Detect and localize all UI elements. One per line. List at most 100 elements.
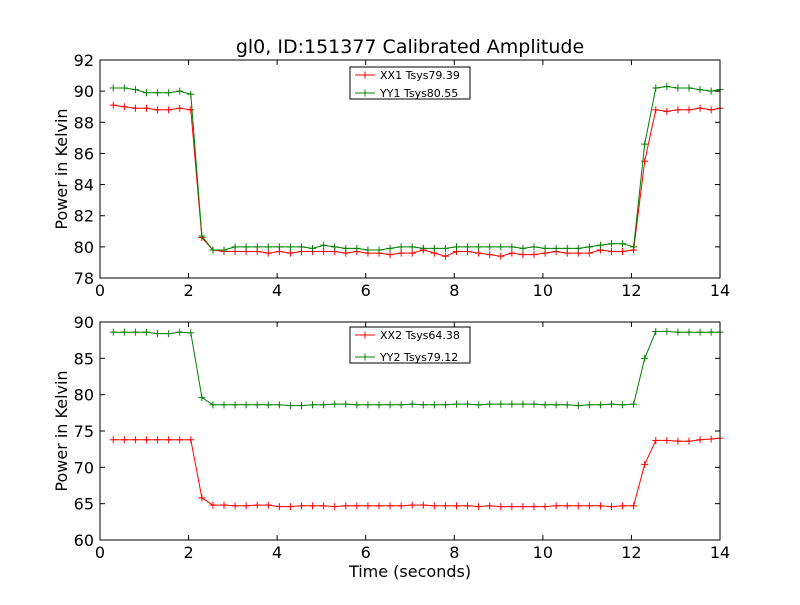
data-point — [309, 401, 317, 409]
data-point — [298, 243, 305, 251]
y-tick-label: 90 — [74, 313, 94, 332]
data-point — [220, 501, 228, 509]
data-point — [198, 394, 206, 402]
data-point — [353, 401, 361, 409]
data-point — [286, 249, 294, 257]
x-tick-label: 0 — [95, 281, 105, 300]
y-axis-label: Power in Kelvin — [52, 108, 71, 229]
data-point — [519, 251, 527, 259]
data-point — [353, 244, 361, 252]
data-point — [519, 400, 527, 408]
data-point — [663, 436, 671, 444]
legend-marker — [361, 331, 369, 339]
data-point — [397, 243, 405, 251]
y-tick-label: 90 — [74, 82, 94, 101]
data-point — [176, 87, 184, 95]
data-point — [397, 401, 405, 409]
data-point — [530, 503, 538, 511]
data-point — [563, 401, 571, 409]
x-tick-label: 10 — [533, 281, 553, 300]
data-point — [331, 243, 339, 251]
x-tick-label: 12 — [621, 281, 641, 300]
data-point — [552, 401, 560, 409]
data-point — [441, 502, 449, 510]
data-point — [619, 240, 627, 248]
series-line — [113, 104, 721, 257]
data-point — [176, 328, 184, 336]
data-point — [198, 232, 206, 240]
x-tick-label: 4 — [272, 281, 282, 300]
y-tick-label: 80 — [74, 238, 94, 257]
data-point — [242, 243, 250, 251]
y-tick-label: 70 — [74, 458, 94, 477]
data-point — [652, 106, 660, 114]
data-point — [696, 86, 704, 94]
series-xx — [109, 434, 724, 511]
data-point — [198, 494, 206, 502]
data-point — [486, 502, 494, 510]
data-point — [508, 400, 516, 408]
axes-frame — [99, 59, 721, 279]
series-line — [113, 437, 721, 508]
data-point — [574, 402, 582, 410]
data-point — [453, 400, 460, 408]
data-point — [298, 402, 305, 410]
y-tick-label: 78 — [74, 269, 94, 288]
data-point — [486, 243, 494, 251]
data-point — [375, 246, 383, 254]
data-point — [475, 243, 483, 251]
data-point — [464, 502, 472, 510]
data-point — [120, 103, 128, 111]
data-point — [131, 328, 139, 336]
data-point — [641, 460, 649, 468]
data-point — [386, 502, 394, 510]
data-point — [408, 243, 416, 251]
data-point — [154, 330, 162, 338]
data-point — [353, 502, 361, 510]
data-point — [475, 249, 483, 257]
y-tick-label: 65 — [74, 495, 94, 514]
data-point — [630, 400, 638, 408]
data-point — [552, 502, 560, 510]
data-point — [109, 101, 117, 109]
data-point — [364, 401, 372, 409]
data-point — [275, 503, 283, 511]
data-point — [143, 328, 150, 336]
data-point — [386, 401, 394, 409]
data-point — [419, 401, 427, 409]
data-point — [541, 244, 549, 252]
data-point — [430, 401, 438, 409]
data-point — [652, 436, 660, 444]
data-point — [707, 106, 715, 114]
data-point — [707, 87, 715, 95]
data-point — [652, 327, 660, 335]
data-point — [264, 249, 272, 257]
data-point — [143, 436, 150, 444]
x-axis-label: Time (seconds) — [348, 562, 471, 581]
data-point — [475, 401, 483, 409]
data-point — [497, 252, 505, 260]
data-point — [585, 249, 593, 257]
data-point — [663, 327, 671, 335]
data-point — [541, 401, 549, 409]
data-point — [563, 502, 571, 510]
data-point — [165, 436, 173, 444]
data-point — [131, 436, 139, 444]
data-point — [386, 251, 394, 259]
data-point — [641, 140, 649, 148]
data-point — [342, 502, 350, 510]
data-point — [608, 400, 615, 408]
data-point — [408, 400, 416, 408]
data-point — [309, 502, 317, 510]
data-point — [707, 435, 715, 443]
data-point — [519, 503, 527, 511]
data-point — [176, 436, 184, 444]
y-tick-label: 82 — [74, 207, 94, 226]
legend-box — [349, 66, 471, 100]
data-point — [298, 502, 305, 510]
y-axis-label: Power in Kelvin — [52, 370, 71, 491]
data-point — [408, 249, 416, 257]
data-point — [530, 243, 538, 251]
